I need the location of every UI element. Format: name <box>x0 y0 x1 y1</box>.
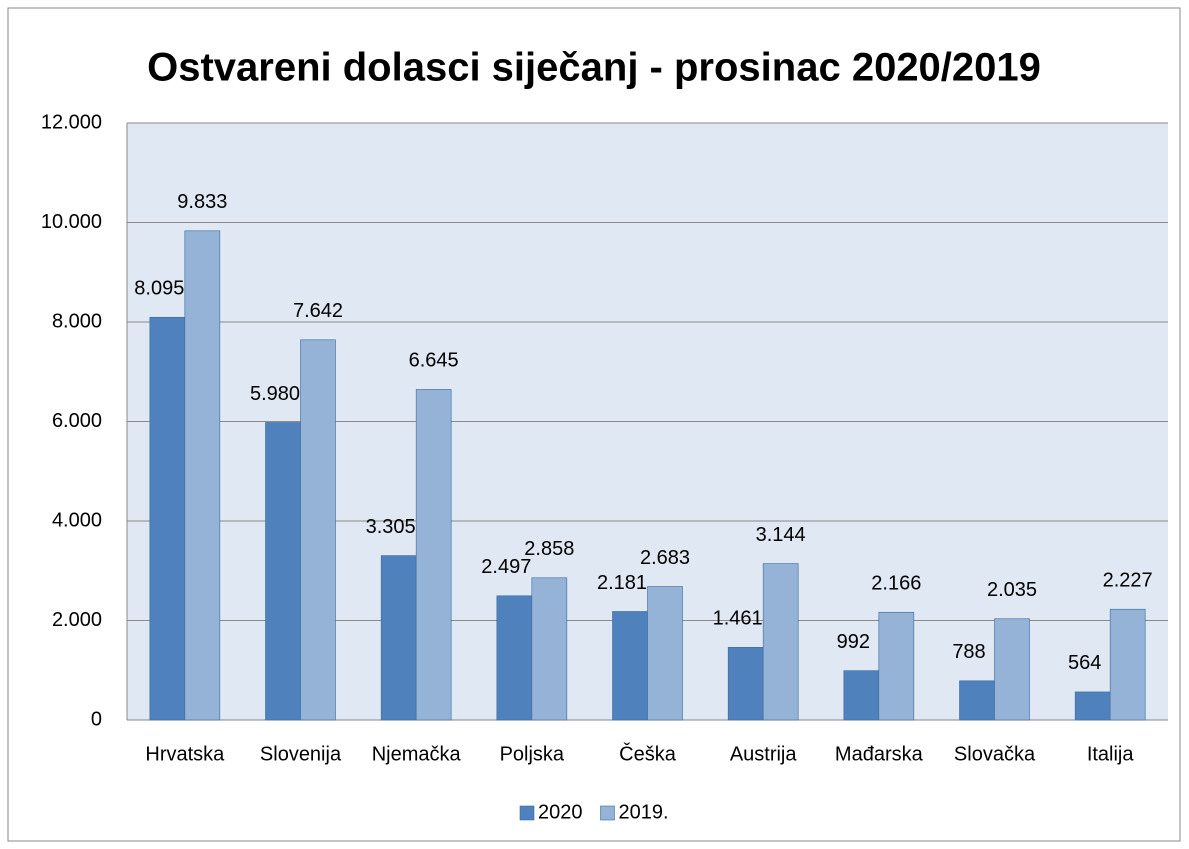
bar <box>762 563 799 721</box>
value-label: 2.166 <box>871 573 921 595</box>
bar <box>1074 691 1111 721</box>
x-tick-label: Slovenija <box>260 743 342 765</box>
bar <box>994 618 1030 721</box>
x-tick-label: Njemačka <box>372 743 462 765</box>
bar <box>959 680 995 721</box>
value-label: 6.645 <box>409 350 459 372</box>
value-label: 7.642 <box>293 300 343 322</box>
value-label: 992 <box>837 631 870 653</box>
bar <box>878 611 915 721</box>
chart-title: Ostvareni dolasci siječanj - prosinac 20… <box>147 46 1041 90</box>
y-tick-label: 4.000 <box>52 509 102 531</box>
bar <box>612 611 648 721</box>
value-label: 2.227 <box>1103 569 1153 591</box>
bar <box>1109 608 1146 721</box>
value-label: 5.980 <box>250 383 300 405</box>
bar <box>727 647 764 721</box>
x-tick-label: Mađarska <box>835 743 924 765</box>
value-label: 1.461 <box>713 608 763 630</box>
legend-label: 2019. <box>619 801 669 823</box>
legend-swatch <box>600 805 615 821</box>
x-tick-label: Austrija <box>730 743 798 765</box>
bar <box>415 389 452 721</box>
bar <box>843 670 880 721</box>
value-label: 2.683 <box>640 547 690 569</box>
value-label: 9.833 <box>177 191 227 213</box>
bar <box>380 555 417 721</box>
value-label: 8.095 <box>134 278 184 300</box>
y-tick-label: 6.000 <box>52 410 102 432</box>
bar <box>265 422 301 721</box>
bar <box>300 339 336 721</box>
bar <box>496 595 533 721</box>
value-label: 2.181 <box>597 572 647 594</box>
x-tick-label: Hrvatska <box>145 743 225 765</box>
bar <box>184 230 221 721</box>
y-tick-label: 2.000 <box>52 609 102 631</box>
value-label: 2.035 <box>987 579 1037 601</box>
y-tick-label: 10.000 <box>41 211 102 233</box>
value-label: 564 <box>1068 652 1101 674</box>
value-label: 2.497 <box>481 556 531 578</box>
value-label: 3.305 <box>366 516 416 538</box>
bar <box>647 586 683 721</box>
x-tick-label: Slovačka <box>954 743 1036 765</box>
x-tick-label: Italija <box>1087 743 1135 765</box>
y-tick-label: 12.000 <box>41 111 102 133</box>
value-label: 2.858 <box>524 538 574 560</box>
value-label: 788 <box>952 641 985 663</box>
x-tick-label: Češka <box>619 742 677 765</box>
legend-swatch <box>519 805 535 821</box>
legend-label: 2020 <box>538 801 583 823</box>
y-tick-label: 8.000 <box>52 310 102 332</box>
value-label: 3.144 <box>756 524 806 546</box>
y-tick-label: 0 <box>91 708 102 730</box>
bar <box>531 577 568 721</box>
x-tick-label: Poljska <box>500 743 565 765</box>
bar <box>149 316 186 721</box>
